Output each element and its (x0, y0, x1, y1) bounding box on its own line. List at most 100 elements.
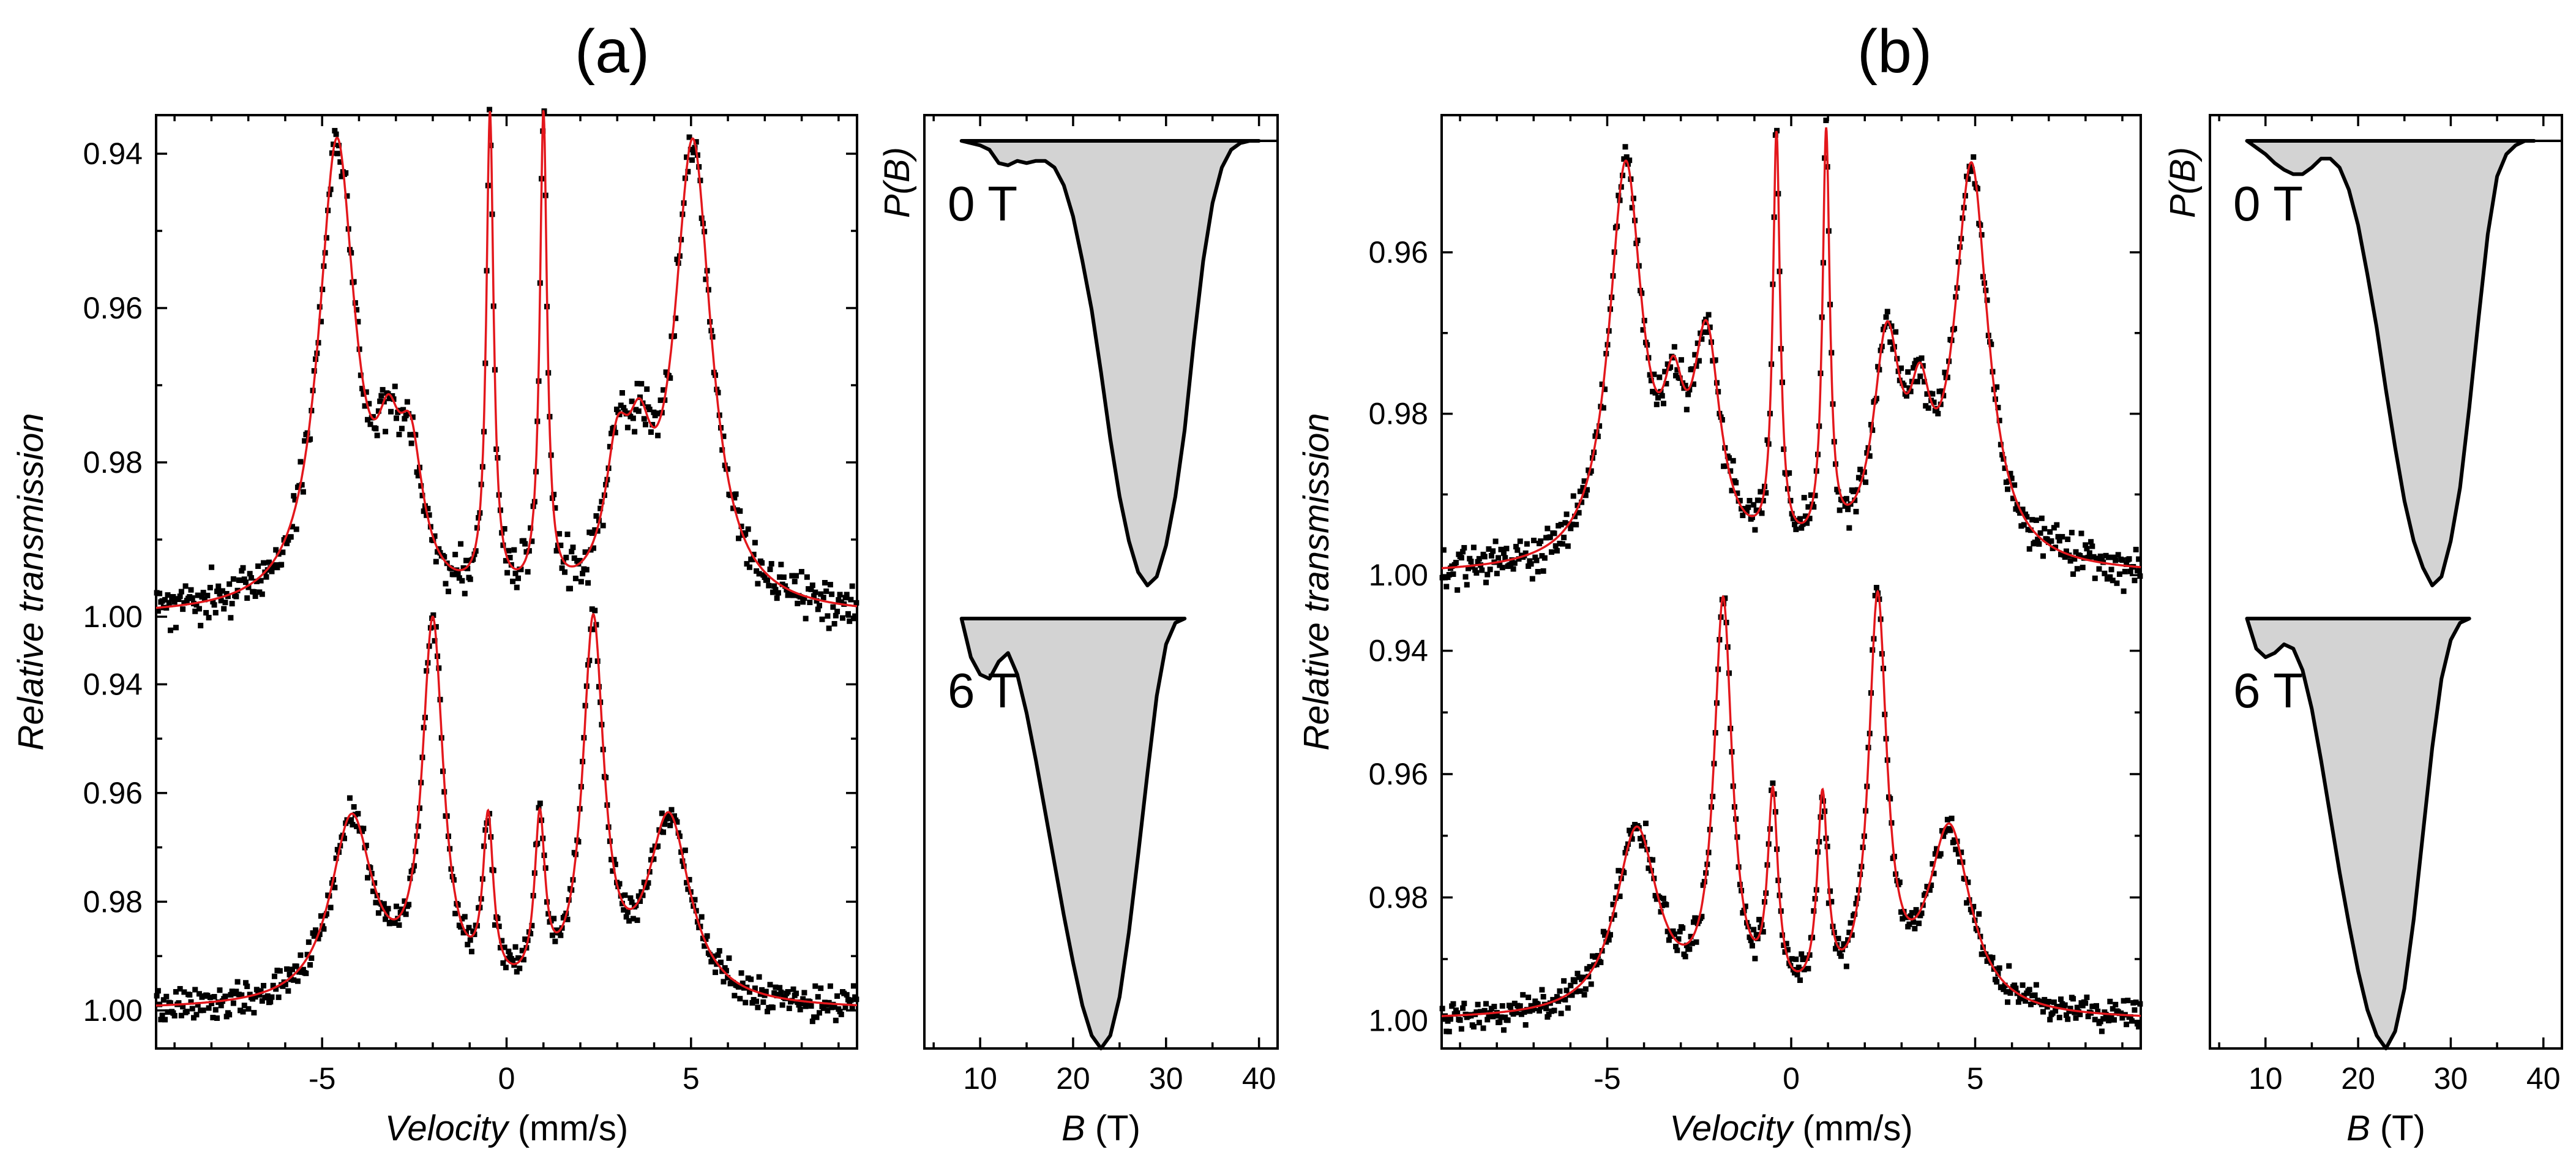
data-point (1657, 894, 1663, 900)
data-point (2073, 549, 2079, 555)
data-point (2044, 536, 2050, 542)
data-point (470, 928, 476, 935)
data-point (1801, 966, 1807, 973)
data-point (396, 922, 402, 928)
data-point (1492, 1013, 1499, 1019)
data-point (684, 879, 690, 886)
data-point (1622, 849, 1628, 856)
data-point (273, 547, 279, 553)
data-point (592, 608, 598, 614)
distribution-area (2245, 139, 2536, 587)
data-point (611, 857, 617, 863)
x-tick-label: 10 (2248, 1061, 2283, 1096)
data-point (2048, 538, 2054, 544)
data-point (1500, 550, 1507, 556)
data-point (837, 592, 843, 598)
data-point (553, 548, 560, 554)
data-point (1999, 452, 2005, 458)
data-point (2078, 530, 2084, 536)
data-point (432, 638, 438, 644)
distribution-area (2245, 617, 2471, 1050)
data-point (1692, 915, 1698, 921)
data-point (485, 818, 491, 824)
data-point (2051, 525, 2057, 531)
data-point (1531, 1006, 1537, 1012)
data-point (608, 431, 615, 437)
data-point (2118, 1010, 2124, 1016)
data-point (721, 979, 727, 985)
data-point (1994, 384, 2000, 390)
data-point (1683, 943, 1690, 949)
data-point (2116, 571, 2122, 577)
data-point (1568, 525, 1574, 532)
data-point (2042, 996, 2048, 1003)
data-point (2056, 1014, 2062, 1020)
data-point (1866, 453, 1873, 459)
data-point (1694, 340, 1701, 346)
data-point (1621, 870, 1627, 876)
data-point (680, 858, 686, 864)
data-point (318, 913, 324, 919)
data-point (1958, 849, 1964, 856)
data-point (512, 944, 519, 950)
data-point (1758, 489, 1764, 495)
data-point (1522, 550, 1529, 556)
data-point (1837, 950, 1843, 956)
data-point (1704, 329, 1710, 335)
data-point (1659, 393, 1665, 399)
data-point (363, 842, 369, 848)
data-point (713, 969, 719, 976)
distribution-area (959, 139, 1261, 587)
data-point (2088, 539, 2094, 545)
data-point (248, 575, 254, 581)
data-point (1616, 868, 1622, 874)
data-point (176, 1000, 182, 1006)
data-point (777, 985, 783, 991)
data-point (2067, 1006, 2073, 1012)
data-point (572, 576, 578, 582)
data-point (1916, 920, 1922, 927)
data-point (1573, 522, 1579, 528)
data-point (1996, 965, 2002, 971)
data-point (1674, 947, 1680, 954)
field-label: 6 T (948, 663, 1017, 718)
data-point (842, 595, 848, 601)
y-tick-label: 0.94 (83, 137, 143, 171)
field-label: 6 T (2233, 663, 2303, 718)
data-point (383, 916, 389, 922)
data-point (214, 1015, 220, 1022)
data-point (279, 562, 285, 568)
data-point (2037, 530, 2043, 536)
data-point (825, 1007, 831, 1014)
data-point (1789, 956, 1795, 962)
data-point (1723, 463, 1729, 469)
data-point (837, 1009, 843, 1015)
data-point (748, 976, 754, 982)
data-point (1540, 568, 1546, 574)
data-point (693, 908, 699, 914)
data-point (1485, 571, 1491, 578)
data-point (580, 571, 586, 577)
data-point (1571, 513, 1578, 519)
data-point (686, 876, 692, 883)
data-point (1551, 1007, 1557, 1014)
data-point (1883, 314, 1889, 320)
data-point (173, 625, 179, 631)
data-point (1461, 1000, 1467, 1006)
data-point (1680, 925, 1686, 931)
data-point (800, 996, 806, 1002)
data-point (1789, 511, 1795, 517)
data-point (569, 549, 575, 555)
data-point (2100, 1016, 2106, 1022)
data-point (818, 591, 824, 597)
data-point (196, 606, 202, 612)
data-point (1483, 1001, 1489, 1007)
data-point (252, 994, 258, 1000)
data-point (567, 585, 573, 592)
data-point (328, 186, 334, 192)
fit-curve (156, 612, 857, 1007)
data-point (1627, 157, 1633, 164)
data-point (737, 508, 743, 514)
data-point (2072, 1009, 2078, 1015)
data-point (762, 574, 768, 581)
